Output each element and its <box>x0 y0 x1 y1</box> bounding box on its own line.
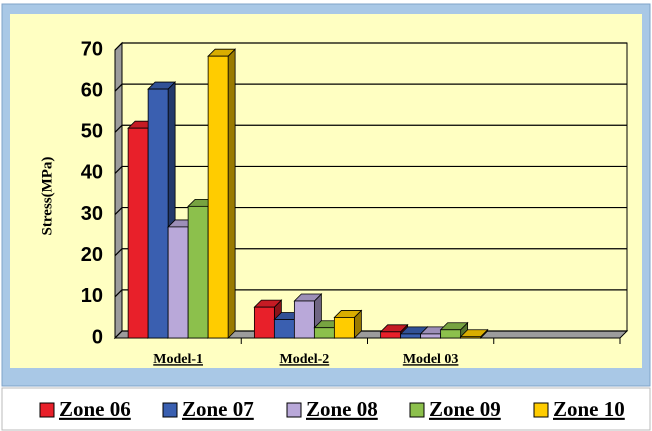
grid-line <box>114 206 627 215</box>
bar <box>147 88 169 339</box>
x-tick-label: Model 03 <box>403 352 459 367</box>
y-tick-label: 50 <box>81 121 103 143</box>
bar <box>313 327 335 339</box>
bar <box>460 336 482 339</box>
legend-label: Zone 08 <box>306 397 378 421</box>
bar <box>127 127 149 339</box>
y-tick-label: 30 <box>81 203 103 225</box>
bar <box>253 306 275 339</box>
bar <box>380 331 402 339</box>
bar <box>187 205 209 339</box>
legend-swatch <box>39 402 55 418</box>
legend-label: Zone 09 <box>429 397 501 421</box>
y-axis-label: Stress(MPa) <box>39 157 55 236</box>
legend-label: Zone 10 <box>553 397 625 421</box>
x-tick-label: Model-2 <box>279 352 329 367</box>
bar <box>273 319 295 339</box>
bar <box>293 300 315 339</box>
y-tick-label: 10 <box>81 285 103 307</box>
y-tick-label: 70 <box>81 38 103 60</box>
grid-line <box>114 248 627 257</box>
y-tick-label: 40 <box>81 162 103 184</box>
bar-side <box>227 48 236 339</box>
legend-swatch <box>409 402 425 418</box>
y-tick-label: 20 <box>81 244 103 266</box>
bar <box>333 317 355 339</box>
grid-line <box>114 83 627 92</box>
grid-line <box>114 289 627 298</box>
bar <box>400 333 422 339</box>
bar <box>420 333 442 339</box>
legend-swatch <box>533 402 549 418</box>
bar <box>440 329 462 339</box>
x-tick-label: Model-1 <box>153 352 203 367</box>
legend-label: Zone 06 <box>59 397 131 421</box>
grid-line <box>114 42 627 51</box>
bar <box>167 226 189 339</box>
legend-swatch <box>162 402 178 418</box>
grid-line <box>114 124 627 133</box>
legend-label: Zone 07 <box>182 397 254 421</box>
legend-swatch <box>286 402 302 418</box>
grid-line <box>114 165 627 174</box>
plot-background <box>10 14 642 368</box>
y-tick-label: 60 <box>81 79 103 101</box>
y-tick-label: 0 <box>92 326 103 348</box>
bar <box>207 55 229 339</box>
